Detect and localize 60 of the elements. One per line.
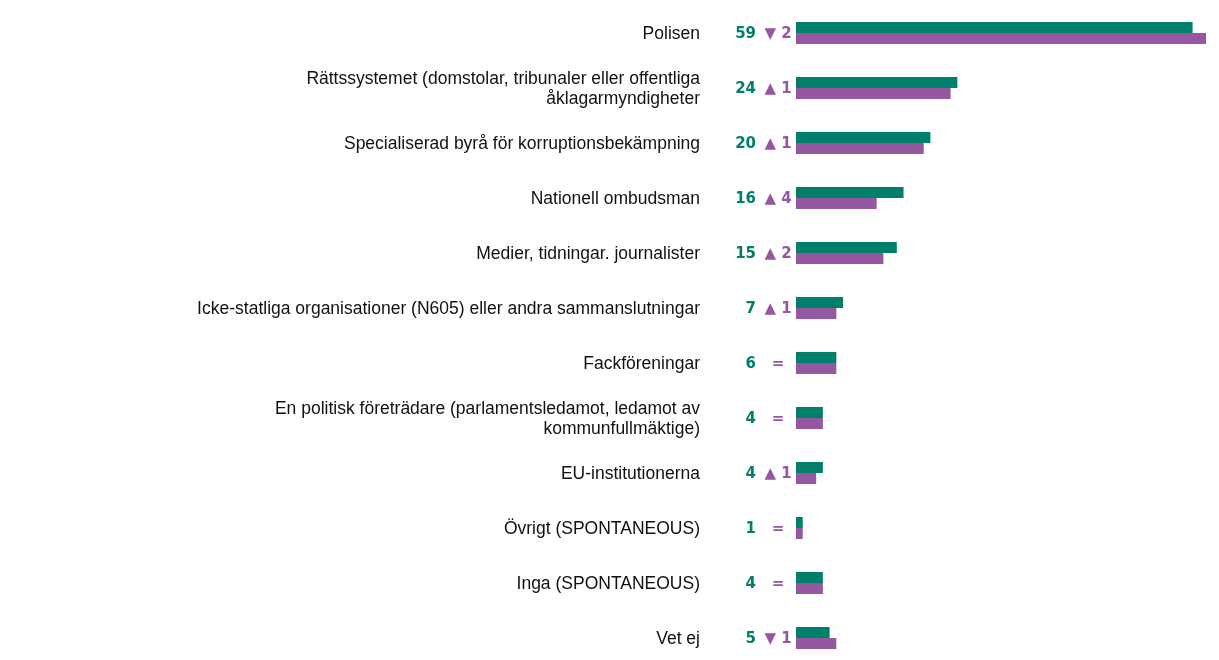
data-label: 1 — [745, 519, 756, 537]
bar — [796, 143, 924, 154]
y-tick-label: Icke-statliga organisationer (N605) eller andra sammanslutningar — [197, 298, 701, 318]
bar — [796, 473, 817, 484]
y-tick-label: Fackföreningar — [583, 353, 701, 373]
bar — [796, 352, 837, 363]
bar — [796, 363, 837, 374]
text: = — [771, 574, 785, 592]
bar — [796, 418, 823, 429]
data-label: 16 — [735, 189, 756, 207]
bar — [796, 572, 823, 583]
y-tick-label: Specialiserad byrå för korruptionsbekämpning — [343, 133, 700, 153]
y-tick-label: Medier, tidningar. journalister — [476, 243, 701, 263]
y-tick-label: Rättssystemet (domstolar, tribunaler eller offentliga åklagarmyndigheter — [306, 68, 701, 108]
data-label: 6 — [745, 354, 756, 372]
text: ▲ 1 — [764, 79, 792, 97]
y-tick-label: Nationell ombudsman — [530, 188, 700, 208]
bar — [796, 242, 897, 253]
bar — [796, 517, 803, 528]
text: ▲ 1 — [764, 299, 792, 317]
bar — [796, 308, 837, 319]
bar — [796, 253, 884, 264]
data-label: 20 — [735, 134, 756, 152]
bar — [796, 187, 904, 198]
bar — [796, 88, 951, 99]
y-tick-label: En politisk företrädare (parlamentsledamot, ledamot av kommunfullmäktige) — [274, 398, 701, 438]
bar — [796, 583, 823, 594]
bar — [796, 77, 958, 88]
y-tick-label: EU-institutionerna — [560, 463, 701, 483]
data-label: 59 — [735, 24, 756, 42]
y-tick-label: Övrigt (SPONTANEOUS) — [503, 518, 700, 538]
text: = — [771, 409, 785, 427]
data-label: 15 — [735, 244, 756, 262]
text: ▼ 2 — [764, 24, 792, 42]
bar — [796, 462, 823, 473]
data-label: 5 — [745, 629, 756, 647]
data-label: 24 — [735, 79, 756, 97]
bar — [796, 198, 877, 209]
text: ▲ 2 — [764, 244, 792, 262]
bar — [796, 627, 830, 638]
data-label: 4 — [745, 574, 756, 592]
bar — [796, 638, 837, 649]
y-tick-label: Vet ej — [656, 628, 700, 648]
text: = — [771, 519, 785, 537]
text: ▼ 1 — [764, 629, 792, 647]
text: = — [771, 354, 785, 372]
bar — [796, 22, 1193, 33]
bar — [796, 33, 1206, 44]
bar — [796, 297, 844, 308]
y-tick-label: Inga (SPONTANEOUS) — [516, 573, 700, 593]
text: ▲ 4 — [764, 189, 792, 207]
text: ▲ 1 — [764, 134, 792, 152]
data-label: 7 — [745, 299, 756, 317]
bar — [796, 528, 803, 539]
bar — [796, 132, 931, 143]
data-label: 4 — [745, 464, 756, 482]
data-label: 4 — [745, 409, 756, 427]
text: ▲ 1 — [764, 464, 792, 482]
bar — [796, 407, 823, 418]
y-tick-label: Polisen — [642, 23, 700, 43]
